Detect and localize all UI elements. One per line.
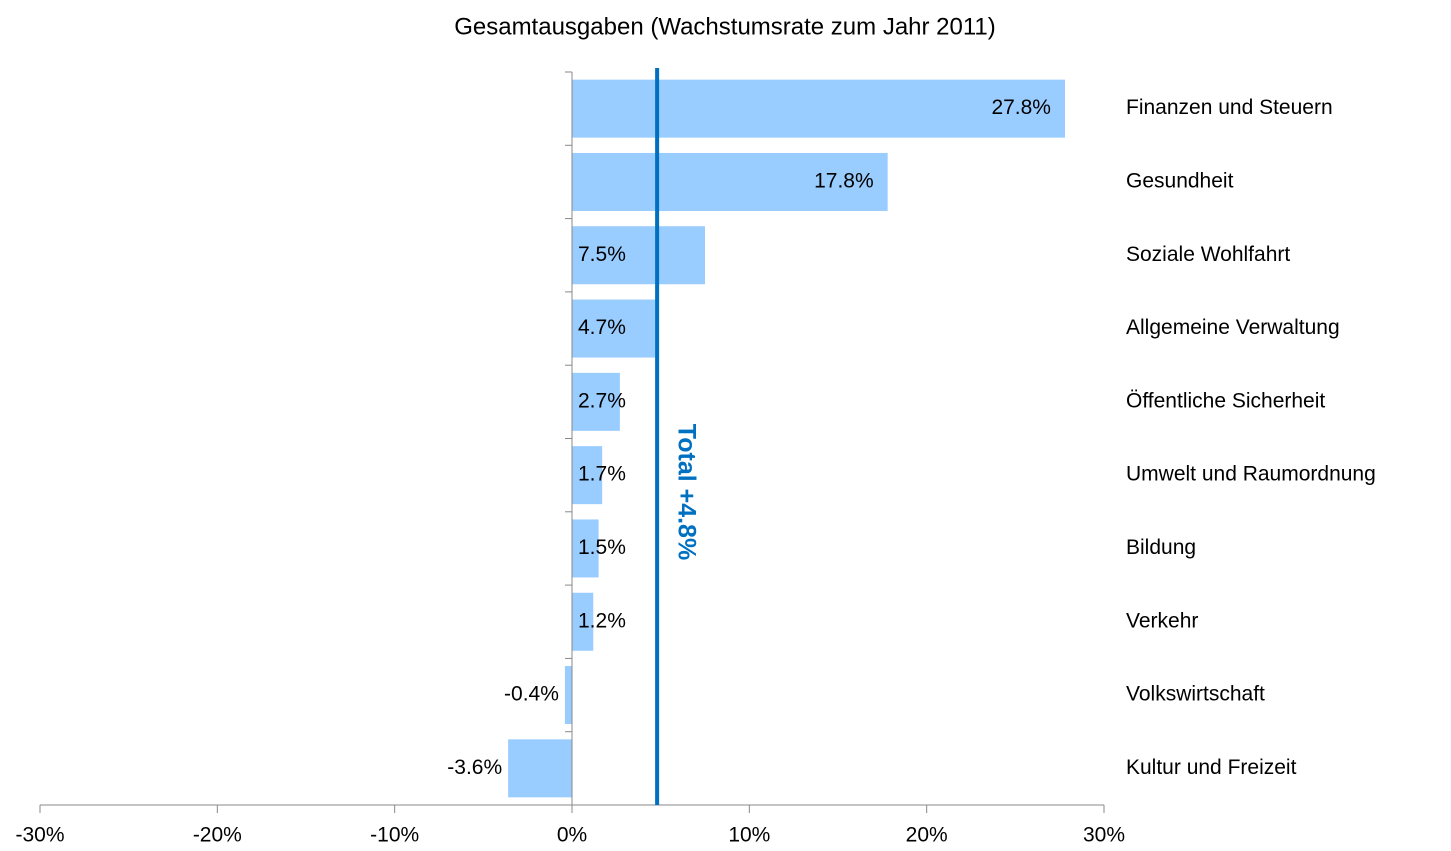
bar — [572, 299, 656, 358]
category-label: Gesundheit — [1126, 169, 1234, 192]
category-label: Bildung — [1126, 536, 1196, 559]
category-label: Kultur und Freizeit — [1126, 756, 1297, 779]
bar — [572, 372, 620, 431]
x-tick-label: 10% — [728, 824, 770, 847]
bar — [572, 79, 1065, 138]
x-tick-label: 30% — [1083, 824, 1125, 847]
x-tick-label: -30% — [15, 824, 64, 847]
bar — [508, 739, 572, 798]
x-tick-label: 20% — [906, 824, 948, 847]
category-label: Soziale Wohlfahrt — [1126, 243, 1290, 266]
data-label: 4.7% — [578, 316, 626, 339]
data-label: -3.6% — [447, 756, 502, 779]
reference-label: Total +4.8% — [673, 424, 701, 560]
bar — [572, 592, 594, 651]
data-label: 17.8% — [814, 169, 874, 192]
data-label: 27.8% — [991, 96, 1051, 119]
data-label: 1.2% — [578, 609, 626, 632]
chart-title: Gesamtausgaben (Wachstumsrate zum Jahr 2… — [454, 13, 996, 40]
category-label: Volkswirtschaft — [1126, 683, 1265, 706]
category-label: Finanzen und Steuern — [1126, 96, 1333, 119]
x-tick-label: -10% — [370, 824, 419, 847]
bar — [564, 666, 572, 725]
bar — [572, 519, 599, 578]
category-label: Umwelt und Raumordnung — [1126, 463, 1376, 486]
data-label: -0.4% — [504, 683, 559, 706]
data-label: 7.5% — [578, 243, 626, 266]
data-label: 1.7% — [578, 463, 626, 486]
x-tick-label: -20% — [193, 824, 242, 847]
bar — [572, 446, 603, 505]
x-tick-label: 0% — [557, 824, 587, 847]
category-label: Allgemeine Verwaltung — [1126, 316, 1340, 339]
category-label: Verkehr — [1126, 609, 1198, 632]
data-label: 2.7% — [578, 389, 626, 412]
data-label: 1.5% — [578, 536, 626, 559]
bar — [572, 226, 705, 285]
category-label: Öffentliche Sicherheit — [1126, 389, 1325, 412]
bar — [572, 152, 888, 211]
